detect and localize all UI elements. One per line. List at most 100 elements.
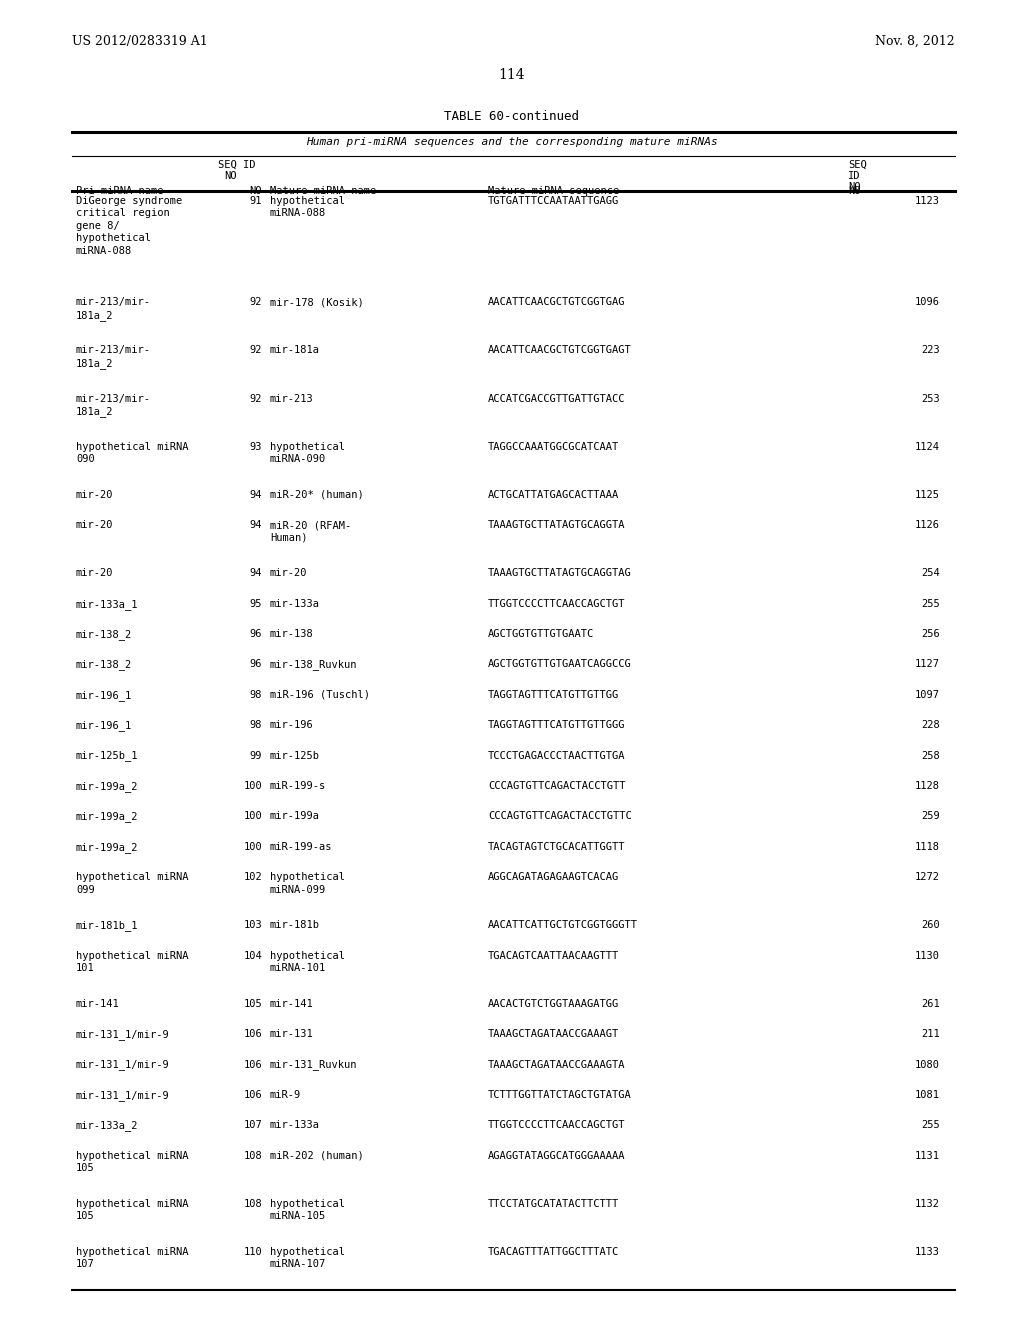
Text: 1128: 1128 <box>915 781 940 791</box>
Text: AGAGGTATAGGCATGGGAAAAA: AGAGGTATAGGCATGGGAAAAA <box>488 1151 626 1160</box>
Text: mir-138_2: mir-138_2 <box>76 630 132 640</box>
Text: mir-131_1/mir-9: mir-131_1/mir-9 <box>76 1090 170 1101</box>
Text: CCCAGTGTTCAGACTACCTGTTC: CCCAGTGTTCAGACTACCTGTTC <box>488 812 632 821</box>
Text: SEQ: SEQ <box>848 160 866 170</box>
Text: ACCATCGACCGTTGATTGTACC: ACCATCGACCGTTGATTGTACC <box>488 393 626 404</box>
Text: mir-213/mir-
181a_2: mir-213/mir- 181a_2 <box>76 393 151 417</box>
Text: NO: NO <box>250 186 262 195</box>
Text: 110: 110 <box>244 1247 262 1257</box>
Text: AACATTCAACGCTGTCGGTGAG: AACATTCAACGCTGTCGGTGAG <box>488 297 626 308</box>
Text: mir-181b: mir-181b <box>270 920 319 931</box>
Text: Mature miRNA sequence: Mature miRNA sequence <box>488 186 620 195</box>
Text: mir-141: mir-141 <box>270 999 313 1008</box>
Text: 1123: 1123 <box>915 195 940 206</box>
Text: TABLE 60-continued: TABLE 60-continued <box>444 110 580 123</box>
Text: mir-181a: mir-181a <box>270 346 319 355</box>
Text: TTGGTCCCCTTCAACCAGCTGT: TTGGTCCCCTTCAACCAGCTGT <box>488 1121 626 1130</box>
Text: NO: NO <box>848 186 860 195</box>
Text: 254: 254 <box>922 568 940 578</box>
Text: 259: 259 <box>922 812 940 821</box>
Text: 258: 258 <box>922 751 940 760</box>
Text: 102: 102 <box>244 873 262 882</box>
Text: hypothetical
miRNA-090: hypothetical miRNA-090 <box>270 442 345 465</box>
Text: hypothetical
miRNA-088: hypothetical miRNA-088 <box>270 195 345 218</box>
Text: hypothetical miRNA
099: hypothetical miRNA 099 <box>76 873 188 895</box>
Text: 105: 105 <box>244 999 262 1008</box>
Text: TAGGTAGTTTCATGTTGTTGGG: TAGGTAGTTTCATGTTGTTGGG <box>488 721 626 730</box>
Text: 108: 108 <box>244 1151 262 1160</box>
Text: 100: 100 <box>244 781 262 791</box>
Text: 1272: 1272 <box>915 873 940 882</box>
Text: TACAGTAGTCTGCACATTGGTT: TACAGTAGTCTGCACATTGGTT <box>488 842 626 851</box>
Text: 253: 253 <box>922 393 940 404</box>
Text: mir-199a: mir-199a <box>270 812 319 821</box>
Text: TGACAGTCAATTAACAAGTTT: TGACAGTCAATTAACAAGTTT <box>488 950 620 961</box>
Text: 96: 96 <box>250 630 262 639</box>
Text: mir-125b: mir-125b <box>270 751 319 760</box>
Text: TAAAGTGCTTATAGTGCAGGTAG: TAAAGTGCTTATAGTGCAGGTAG <box>488 568 632 578</box>
Text: hypothetical miRNA
101: hypothetical miRNA 101 <box>76 950 188 973</box>
Text: Pri-miRNA name: Pri-miRNA name <box>76 186 164 195</box>
Text: 98: 98 <box>250 721 262 730</box>
Text: 211: 211 <box>922 1030 940 1039</box>
Text: 1133: 1133 <box>915 1247 940 1257</box>
Text: hypothetical miRNA
090: hypothetical miRNA 090 <box>76 442 188 465</box>
Text: Nov. 8, 2012: Nov. 8, 2012 <box>876 36 955 48</box>
Text: miR-199-s: miR-199-s <box>270 781 327 791</box>
Text: mir-199a_2: mir-199a_2 <box>76 781 138 792</box>
Text: 93: 93 <box>250 442 262 451</box>
Text: TTGGTCCCCTTCAACCAGCTGT: TTGGTCCCCTTCAACCAGCTGT <box>488 599 626 609</box>
Text: NO: NO <box>224 172 237 181</box>
Text: mir-20: mir-20 <box>270 568 307 578</box>
Text: miR-199-as: miR-199-as <box>270 842 333 851</box>
Text: mir-131: mir-131 <box>270 1030 313 1039</box>
Text: mir-141: mir-141 <box>76 999 120 1008</box>
Text: mir-213: mir-213 <box>270 393 313 404</box>
Text: miR-202 (human): miR-202 (human) <box>270 1151 364 1160</box>
Text: TGACAGTTTATTGGCTTTATC: TGACAGTTTATTGGCTTTATC <box>488 1247 620 1257</box>
Text: mir-138_Ruvkun: mir-138_Ruvkun <box>270 660 357 671</box>
Text: TAGGTAGTTTCATGTTGTTGG: TAGGTAGTTTCATGTTGTTGG <box>488 690 620 700</box>
Text: 261: 261 <box>922 999 940 1008</box>
Text: 1127: 1127 <box>915 660 940 669</box>
Text: 96: 96 <box>250 660 262 669</box>
Text: mir-213/mir-
181a_2: mir-213/mir- 181a_2 <box>76 297 151 321</box>
Text: 1080: 1080 <box>915 1060 940 1069</box>
Text: mir-199a_2: mir-199a_2 <box>76 812 138 822</box>
Text: TAAAGTGCTTATAGTGCAGGTA: TAAAGTGCTTATAGTGCAGGTA <box>488 520 626 531</box>
Text: 1124: 1124 <box>915 442 940 451</box>
Text: miR-196 (Tuschl): miR-196 (Tuschl) <box>270 690 370 700</box>
Text: mir-138: mir-138 <box>270 630 313 639</box>
Text: 106: 106 <box>244 1060 262 1069</box>
Text: miR-20 (RFAM-
Human): miR-20 (RFAM- Human) <box>270 520 351 543</box>
Text: 1132: 1132 <box>915 1199 940 1209</box>
Text: hypothetical miRNA
105: hypothetical miRNA 105 <box>76 1199 188 1221</box>
Text: mir-20: mir-20 <box>76 568 114 578</box>
Text: 1097: 1097 <box>915 690 940 700</box>
Text: 94: 94 <box>250 568 262 578</box>
Text: hypothetical miRNA
105: hypothetical miRNA 105 <box>76 1151 188 1173</box>
Text: mir-178 (Kosik): mir-178 (Kosik) <box>270 297 364 308</box>
Text: 256: 256 <box>922 630 940 639</box>
Text: mir-138_2: mir-138_2 <box>76 660 132 671</box>
Text: mir-131_1/mir-9: mir-131_1/mir-9 <box>76 1060 170 1071</box>
Text: CCCAGTGTTCAGACTACCTGTT: CCCAGTGTTCAGACTACCTGTT <box>488 781 626 791</box>
Text: 92: 92 <box>250 346 262 355</box>
Text: TAGGCCAAATGGCGCATCAAT: TAGGCCAAATGGCGCATCAAT <box>488 442 620 451</box>
Text: 1081: 1081 <box>915 1090 940 1100</box>
Text: 260: 260 <box>922 920 940 931</box>
Text: Human pri-miRNA sequences and the corresponding mature miRNAs: Human pri-miRNA sequences and the corres… <box>306 137 718 147</box>
Text: AGCTGGTGTTGTGAATCAGGCCG: AGCTGGTGTTGTGAATCAGGCCG <box>488 660 632 669</box>
Text: AACATTCAACGCTGTCGGTGAGT: AACATTCAACGCTGTCGGTGAGT <box>488 346 632 355</box>
Text: mir-20: mir-20 <box>76 520 114 531</box>
Text: 100: 100 <box>244 842 262 851</box>
Text: miR-20* (human): miR-20* (human) <box>270 490 364 500</box>
Text: TAAAGCTAGATAACCGAAAGT: TAAAGCTAGATAACCGAAAGT <box>488 1030 620 1039</box>
Text: 1125: 1125 <box>915 490 940 500</box>
Text: 94: 94 <box>250 520 262 531</box>
Text: mir-133a: mir-133a <box>270 1121 319 1130</box>
Text: AACACTGTCTGGTAAAGATGG: AACACTGTCTGGTAAAGATGG <box>488 999 620 1008</box>
Text: SEQ ID: SEQ ID <box>218 160 256 170</box>
Text: AGGCAGATAGAGAAGTCACAG: AGGCAGATAGAGAAGTCACAG <box>488 873 620 882</box>
Text: TCTTTGGTTATCTAGCTGTATGA: TCTTTGGTTATCTAGCTGTATGA <box>488 1090 632 1100</box>
